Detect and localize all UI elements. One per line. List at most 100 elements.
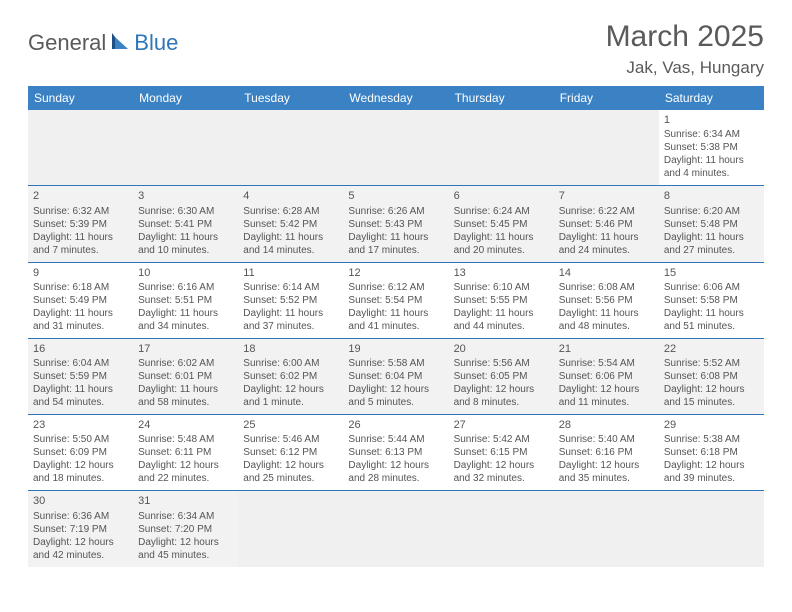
- calendar-cell: 28Sunrise: 5:40 AMSunset: 6:16 PMDayligh…: [554, 415, 659, 491]
- sunset-text: Sunset: 6:04 PM: [348, 370, 443, 383]
- sunset-text: Sunset: 5:55 PM: [454, 294, 549, 307]
- calendar-cell: [343, 491, 448, 567]
- sunset-text: Sunset: 6:16 PM: [559, 446, 654, 459]
- calendar-cell: 6 Sunrise: 6:24 AMSunset: 5:45 PMDaylight…: [449, 186, 554, 262]
- sunset-text: Sunset: 5:45 PM: [454, 218, 549, 231]
- sunset-text: Sunset: 5:54 PM: [348, 294, 443, 307]
- sunrise-text: Sunrise: 6:26 AM: [348, 205, 443, 218]
- sunset-text: Sunset: 5:56 PM: [559, 294, 654, 307]
- sail-icon: [110, 31, 132, 56]
- page-title: March 2025: [606, 20, 764, 54]
- calendar-cell: 26Sunrise: 5:44 AMSunset: 6:13 PMDayligh…: [343, 415, 448, 491]
- sunset-text: Sunset: 5:43 PM: [348, 218, 443, 231]
- calendar-cell: 13Sunrise: 6:10 AMSunset: 5:55 PMDayligh…: [449, 262, 554, 338]
- daylight-text: Daylight: 11 hours and 44 minutes.: [454, 307, 549, 333]
- day-number: 24: [138, 418, 233, 432]
- daylight-text: Daylight: 12 hours and 28 minutes.: [348, 459, 443, 485]
- sunset-text: Sunset: 5:42 PM: [243, 218, 338, 231]
- daylight-text: Daylight: 12 hours and 45 minutes.: [138, 536, 233, 562]
- day-number: 16: [33, 342, 128, 356]
- daylight-text: Daylight: 11 hours and 4 minutes.: [664, 154, 759, 180]
- sunset-text: Sunset: 6:01 PM: [138, 370, 233, 383]
- sunrise-text: Sunrise: 6:14 AM: [243, 281, 338, 294]
- calendar-cell: 27Sunrise: 5:42 AMSunset: 6:15 PMDayligh…: [449, 415, 554, 491]
- daylight-text: Daylight: 11 hours and 10 minutes.: [138, 231, 233, 257]
- day-number: 4: [243, 189, 338, 203]
- weekday-header-row: Sunday Monday Tuesday Wednesday Thursday…: [28, 86, 764, 110]
- calendar-cell: [449, 491, 554, 567]
- calendar-cell: [28, 110, 133, 186]
- day-number: 12: [348, 266, 443, 280]
- sunrise-text: Sunrise: 6:28 AM: [243, 205, 338, 218]
- daylight-text: Daylight: 11 hours and 58 minutes.: [138, 383, 233, 409]
- calendar-cell: 4Sunrise: 6:28 AMSunset: 5:42 PMDaylight…: [238, 186, 343, 262]
- sunset-text: Sunset: 5:51 PM: [138, 294, 233, 307]
- sunrise-text: Sunrise: 6:04 AM: [33, 357, 128, 370]
- weekday-header: Tuesday: [238, 86, 343, 110]
- day-number: 15: [664, 266, 759, 280]
- day-number: 6: [454, 189, 549, 203]
- calendar-cell: 23Sunrise: 5:50 AMSunset: 6:09 PMDayligh…: [28, 415, 133, 491]
- sunset-text: Sunset: 6:09 PM: [33, 446, 128, 459]
- sunrise-text: Sunrise: 6:10 AM: [454, 281, 549, 294]
- day-number: 13: [454, 266, 549, 280]
- calendar-cell: 25Sunrise: 5:46 AMSunset: 6:12 PMDayligh…: [238, 415, 343, 491]
- location: Jak, Vas, Hungary: [606, 58, 764, 78]
- day-number: 26: [348, 418, 443, 432]
- calendar-cell: 8Sunrise: 6:20 AMSunset: 5:48 PMDaylight…: [659, 186, 764, 262]
- daylight-text: Daylight: 12 hours and 15 minutes.: [664, 383, 759, 409]
- weekday-header: Wednesday: [343, 86, 448, 110]
- header: General Blue March 2025 Jak, Vas, Hungar…: [28, 20, 764, 78]
- calendar-cell: 10Sunrise: 6:16 AMSunset: 5:51 PMDayligh…: [133, 262, 238, 338]
- calendar-cell: [449, 110, 554, 186]
- day-number: 5: [348, 189, 443, 203]
- sunrise-text: Sunrise: 6:24 AM: [454, 205, 549, 218]
- day-number: 11: [243, 266, 338, 280]
- calendar-cell: 29Sunrise: 5:38 AMSunset: 6:18 PMDayligh…: [659, 415, 764, 491]
- daylight-text: Daylight: 12 hours and 39 minutes.: [664, 459, 759, 485]
- sunrise-text: Sunrise: 6:00 AM: [243, 357, 338, 370]
- sunrise-text: Sunrise: 5:44 AM: [348, 433, 443, 446]
- calendar-cell: 2Sunrise: 6:32 AMSunset: 5:39 PMDaylight…: [28, 186, 133, 262]
- day-number: 9: [33, 266, 128, 280]
- day-number: 7: [559, 189, 654, 203]
- sunrise-text: Sunrise: 5:48 AM: [138, 433, 233, 446]
- sunset-text: Sunset: 6:02 PM: [243, 370, 338, 383]
- title-block: March 2025 Jak, Vas, Hungary: [606, 20, 764, 78]
- calendar-cell: [238, 110, 343, 186]
- daylight-text: Daylight: 11 hours and 34 minutes.: [138, 307, 233, 333]
- day-number: 1: [664, 113, 759, 127]
- sunrise-text: Sunrise: 6:12 AM: [348, 281, 443, 294]
- sunset-text: Sunset: 5:38 PM: [664, 141, 759, 154]
- calendar-cell: [554, 491, 659, 567]
- calendar-cell: 22Sunrise: 5:52 AMSunset: 6:08 PMDayligh…: [659, 338, 764, 414]
- sunrise-text: Sunrise: 5:54 AM: [559, 357, 654, 370]
- weekday-header: Friday: [554, 86, 659, 110]
- sunrise-text: Sunrise: 6:16 AM: [138, 281, 233, 294]
- sunrise-text: Sunrise: 6:34 AM: [138, 510, 233, 523]
- sunrise-text: Sunrise: 6:18 AM: [33, 281, 128, 294]
- daylight-text: Daylight: 12 hours and 35 minutes.: [559, 459, 654, 485]
- sunrise-text: Sunrise: 6:22 AM: [559, 205, 654, 218]
- daylight-text: Daylight: 11 hours and 20 minutes.: [454, 231, 549, 257]
- day-number: 25: [243, 418, 338, 432]
- calendar-cell: 5Sunrise: 6:26 AMSunset: 5:43 PMDaylight…: [343, 186, 448, 262]
- day-number: 3: [138, 189, 233, 203]
- sunrise-text: Sunrise: 6:06 AM: [664, 281, 759, 294]
- weekday-header: Monday: [133, 86, 238, 110]
- sunset-text: Sunset: 5:58 PM: [664, 294, 759, 307]
- sunset-text: Sunset: 6:11 PM: [138, 446, 233, 459]
- logo: General Blue: [28, 30, 178, 56]
- sunset-text: Sunset: 6:18 PM: [664, 446, 759, 459]
- sunset-text: Sunset: 5:39 PM: [33, 218, 128, 231]
- day-number: 27: [454, 418, 549, 432]
- sunrise-text: Sunrise: 5:38 AM: [664, 433, 759, 446]
- sunset-text: Sunset: 5:49 PM: [33, 294, 128, 307]
- sunrise-text: Sunrise: 5:50 AM: [33, 433, 128, 446]
- daylight-text: Daylight: 11 hours and 54 minutes.: [33, 383, 128, 409]
- weekday-header: Sunday: [28, 86, 133, 110]
- calendar-cell: 24Sunrise: 5:48 AMSunset: 6:11 PMDayligh…: [133, 415, 238, 491]
- calendar-cell: 3Sunrise: 6:30 AMSunset: 5:41 PMDaylight…: [133, 186, 238, 262]
- sunset-text: Sunset: 5:48 PM: [664, 218, 759, 231]
- day-number: 19: [348, 342, 443, 356]
